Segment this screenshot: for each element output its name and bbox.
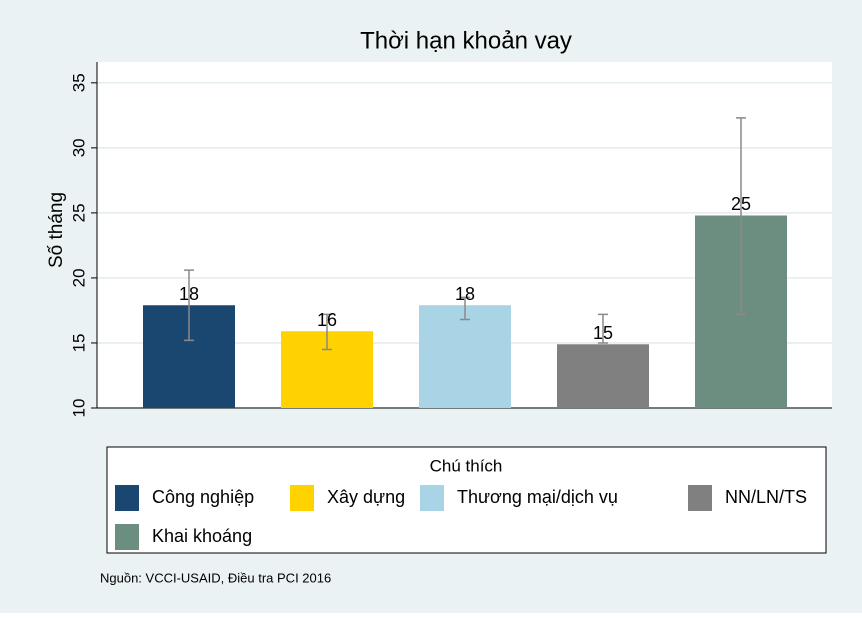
error-bar (460, 296, 470, 321)
source: Nguồn: VCCI-USAID, Điều tra PCI 2016 (100, 570, 331, 585)
y-tick-label: 15 (69, 334, 88, 353)
y-tick-label: 35 (69, 73, 88, 92)
value-label: 15 (593, 323, 613, 343)
error-bar (184, 269, 194, 342)
legend-swatch (115, 485, 139, 511)
legend-swatch (115, 524, 139, 550)
legend-label: NN/LN/TS (725, 487, 807, 507)
y-axis-label: Số tháng (46, 192, 67, 268)
legend-label: Công nghiệp (152, 487, 254, 507)
error-bar (598, 313, 608, 344)
error-bar (322, 313, 332, 351)
y-tick-label: 25 (69, 203, 88, 222)
bar (557, 344, 649, 408)
legend-swatch (420, 485, 444, 511)
legend-title: Chú thích (430, 456, 503, 475)
legend-label: Xây dựng (327, 487, 405, 507)
value-label: 25 (731, 194, 751, 214)
legend-swatch (688, 485, 712, 511)
value-label: 16 (317, 310, 337, 330)
y-tick-label: 10 (69, 399, 88, 418)
value-label: 18 (179, 284, 199, 304)
bar (419, 305, 511, 408)
legend-label: Thương mại/dịch vụ (457, 487, 618, 507)
y-tick-label: 20 (69, 268, 88, 287)
y-tick-label: 30 (69, 138, 88, 157)
chart-title: Thời hạn khoản vay (360, 27, 572, 54)
legend-swatch (290, 485, 314, 511)
error-bar (736, 117, 746, 316)
legend-label: Khai khoáng (152, 526, 252, 546)
value-label: 18 (455, 284, 475, 304)
